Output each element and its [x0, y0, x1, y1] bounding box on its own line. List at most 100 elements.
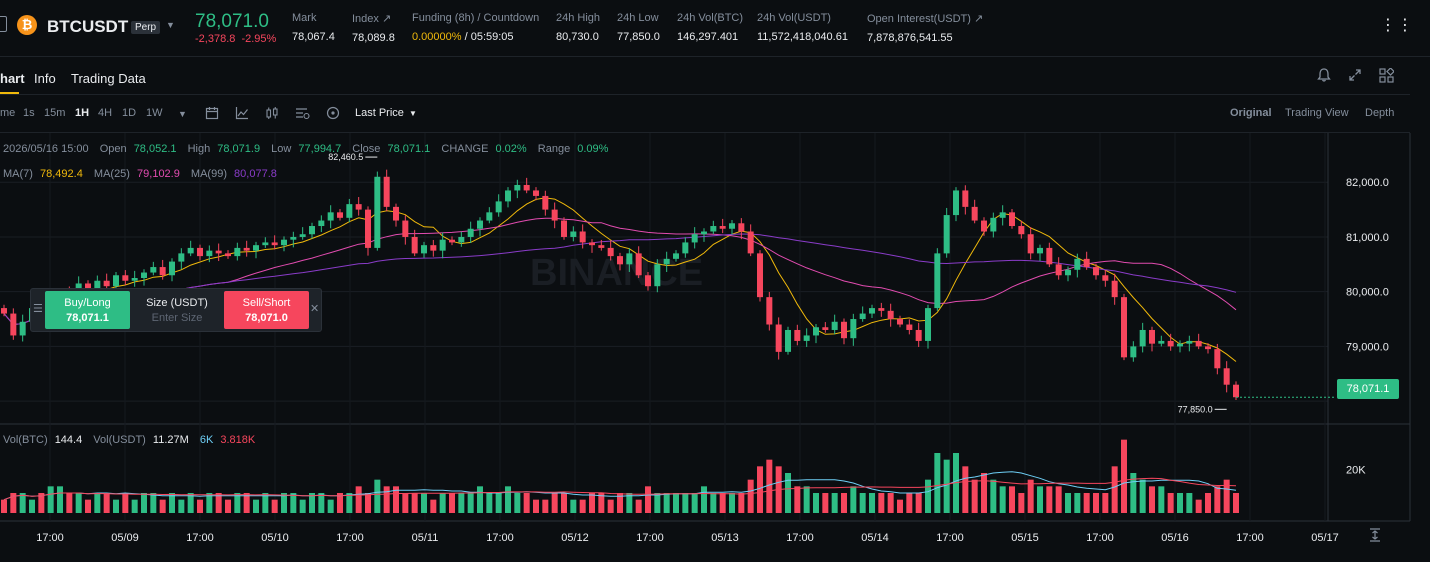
price-axis-label: 81,000.0 — [1346, 232, 1389, 244]
volume-bar — [234, 493, 241, 513]
close-icon[interactable]: ✕ — [310, 303, 320, 315]
volume-bar — [57, 486, 63, 513]
sell-short-button[interactable]: Sell/Short 78,071.0 — [224, 291, 309, 329]
interval-more-chevron-icon[interactable]: ▼ — [178, 109, 187, 119]
legend-ma25: 79,102.9 — [137, 168, 180, 180]
candle-body — [1233, 384, 1239, 398]
interval-time[interactable]: me — [0, 107, 16, 119]
indicator-chart-icon[interactable] — [235, 106, 249, 123]
volume-bar — [1139, 479, 1146, 513]
quick-order-panel: ☰ Buy/Long 78,071.1 Size (USDT) Enter Si… — [30, 288, 322, 332]
candle-body — [85, 283, 91, 289]
candle-body — [467, 228, 474, 237]
volume-bar — [906, 493, 913, 513]
candle-body — [439, 239, 446, 251]
legend-range: 0.09% — [577, 143, 608, 155]
candle-body — [187, 247, 194, 254]
volume-bar — [365, 493, 371, 513]
volume-bar — [66, 493, 73, 513]
interval-4h[interactable]: 4H — [98, 107, 113, 119]
candle-body — [1111, 280, 1118, 298]
chart-settings-icon[interactable] — [295, 106, 310, 123]
candle-body — [710, 226, 717, 232]
favorite-icon[interactable] — [0, 16, 7, 32]
tab-trading-data[interactable]: Trading Data — [71, 71, 146, 86]
candle-body — [365, 209, 371, 248]
symbol-name[interactable]: BTCUSDT — [47, 17, 129, 36]
chevron-down-icon[interactable]: ▼ — [166, 20, 175, 30]
layout-grid-icon[interactable] — [1379, 67, 1395, 86]
volume-bar — [495, 493, 502, 513]
tab-chart[interactable]: hart — [0, 71, 25, 86]
stat-value: 7,878,876,541.55 — [867, 32, 953, 44]
volume-bar — [813, 493, 819, 513]
candle-body — [271, 242, 278, 246]
candle-body — [645, 275, 651, 287]
candle-body — [113, 275, 119, 287]
interval-1w[interactable]: 1W — [146, 107, 163, 119]
more-icon[interactable]: ⋮⋮ — [1380, 17, 1414, 34]
candle-style-icon[interactable] — [265, 106, 279, 123]
interval-1s[interactable]: 1s — [23, 107, 35, 119]
volume-bar — [141, 493, 147, 513]
volume-bar — [29, 499, 35, 513]
candle-body — [598, 245, 605, 248]
volume-bar — [617, 493, 623, 513]
alert-bell-icon[interactable] — [1317, 68, 1331, 85]
stat-24h-low: 24h Low 77,850.0 — [617, 12, 660, 43]
candle-body — [542, 195, 549, 210]
interval-1h[interactable]: 1H — [75, 107, 90, 119]
candle-body — [1121, 297, 1127, 358]
max-marker-label: 82,460.5 — [328, 152, 363, 162]
volume-bar — [178, 499, 185, 513]
candle-body — [1055, 264, 1062, 276]
stat-value: 11,572,418,040.61 — [757, 31, 848, 43]
drag-handle-icon[interactable]: ☰ — [33, 303, 43, 315]
tab-info[interactable]: Info — [34, 71, 56, 86]
volume-bar — [1046, 486, 1053, 513]
volume-bar — [766, 459, 773, 513]
tab-active-indicator — [0, 92, 19, 94]
candle-body — [747, 231, 754, 254]
candlestick-chart[interactable]: BINANCE 82,000.0 81,000.0 80,000.0 79,000.0… — [0, 133, 1430, 562]
interval-15m[interactable]: 15m — [44, 107, 66, 119]
volume-bar — [514, 493, 521, 513]
candle-body — [225, 253, 231, 257]
legend-low-label: Low — [271, 143, 291, 155]
stat-value: 77,850.0 — [617, 31, 660, 43]
sell-short-price: 78,071.0 — [245, 312, 288, 324]
volume-bar — [579, 499, 586, 513]
view-original[interactable]: Original — [1230, 107, 1272, 119]
volume-bar — [346, 493, 353, 513]
volume-bar — [645, 486, 651, 513]
candle-body — [10, 313, 17, 336]
volume-bar — [738, 493, 745, 513]
candle-body — [1214, 349, 1221, 369]
stat-open-interest[interactable]: Open Interest(USDT) ↗ 7,878,876,541.55 — [867, 12, 983, 44]
volume-bar — [990, 479, 997, 513]
volume-bar — [467, 493, 474, 513]
candle-body — [654, 264, 661, 287]
calendar-icon[interactable] — [205, 106, 219, 123]
scale-reset-icon[interactable] — [1368, 528, 1382, 545]
volume-bar — [411, 493, 418, 513]
last-price-tag: 78,071.1 — [1337, 379, 1399, 399]
ohlc-legend: 2026/05/16 15:00 Open 78,052.1 High 78,0… — [3, 143, 609, 155]
candle-body — [486, 212, 493, 221]
stat-index[interactable]: Index ↗ 78,089.8 — [352, 12, 395, 44]
time-axis-label: 05/11 — [412, 532, 439, 544]
view-trading-view[interactable]: Trading View — [1285, 107, 1349, 119]
legend-change: 0.02% — [496, 143, 527, 155]
price-type-select[interactable]: Last Price ▼ — [355, 107, 417, 119]
expand-icon[interactable] — [1348, 68, 1362, 85]
volume-bar — [887, 493, 894, 513]
volume-bar — [94, 493, 101, 513]
interval-1d[interactable]: 1D — [122, 107, 137, 119]
buy-long-button[interactable]: Buy/Long 78,071.1 — [45, 291, 130, 329]
size-input[interactable]: Size (USDT) Enter Size — [134, 291, 220, 329]
drawing-tools-icon[interactable] — [326, 106, 340, 123]
legend-vol-btc-label: Vol(BTC) — [3, 434, 48, 446]
time-axis-label: 05/14 — [861, 532, 889, 544]
view-depth[interactable]: Depth — [1365, 107, 1395, 119]
volume-bar — [355, 486, 362, 513]
